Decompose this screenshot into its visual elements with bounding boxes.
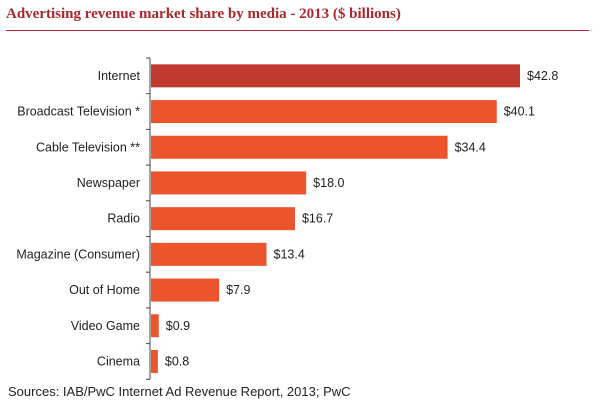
category-label-6: Magazine (Consumer) — [16, 247, 140, 261]
category-label-7: Out of Home — [69, 283, 140, 297]
category-label-2: Broadcast Television * — [17, 105, 140, 119]
category-label-3: Cable Television ** — [36, 140, 140, 154]
category-label-4: Newspaper — [77, 176, 140, 190]
chart-title: Advertising revenue market share by medi… — [6, 6, 401, 22]
category-label-5: Radio — [107, 212, 140, 226]
value-label-6: $13.4 — [274, 247, 305, 261]
bar-4 — [151, 171, 307, 195]
category-label-9: Cinema — [97, 354, 140, 368]
bar-8 — [151, 314, 159, 338]
category-label-1: Internet — [98, 69, 141, 83]
value-label-2: $40.1 — [504, 105, 535, 119]
bar-2 — [151, 100, 497, 124]
bar-1 — [151, 64, 520, 88]
value-label-7: $7.9 — [226, 283, 250, 297]
bar-3 — [151, 135, 448, 159]
value-label-9: $0.8 — [165, 354, 189, 368]
value-label-5: $16.7 — [302, 212, 333, 226]
category-label-8: Video Game — [71, 319, 140, 333]
bar-9 — [151, 349, 158, 373]
value-label-4: $18.0 — [313, 176, 344, 190]
bar-7 — [151, 278, 220, 302]
value-label-3: $34.4 — [455, 140, 486, 154]
title-divider — [6, 30, 589, 31]
value-label-1: $42.8 — [527, 69, 558, 83]
source-note: Sources: IAB/PwC Internet Ad Revenue Rep… — [8, 384, 351, 399]
bar-6 — [151, 242, 267, 266]
value-label-8: $0.9 — [166, 319, 190, 333]
bar-5 — [151, 207, 295, 231]
